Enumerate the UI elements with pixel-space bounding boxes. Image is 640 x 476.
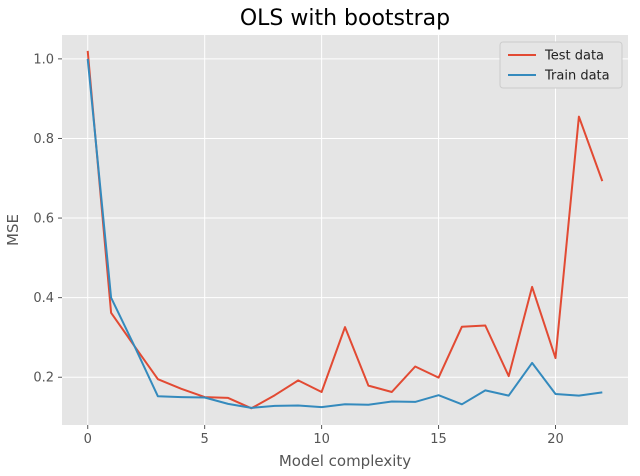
chart-title: OLS with bootstrap bbox=[240, 6, 450, 31]
legend: Test data Train data bbox=[499, 41, 623, 89]
x-tick-label: 15 bbox=[430, 432, 447, 447]
series-line-test-data bbox=[86, 50, 604, 410]
x-tick-label: 0 bbox=[84, 432, 92, 447]
x-axis-label: Model complexity bbox=[279, 452, 411, 470]
y-tick-label: 1.0 bbox=[33, 52, 54, 67]
series-layer bbox=[86, 50, 604, 410]
x-tick-label: 10 bbox=[313, 432, 330, 447]
y-tick-label: 0.8 bbox=[33, 132, 54, 147]
series-line-train-data bbox=[86, 58, 603, 409]
x-axis-ticks: 0 5 10 15 20 bbox=[84, 425, 564, 447]
y-axis-label: MSE bbox=[4, 214, 22, 246]
y-tick-label: 0.2 bbox=[33, 371, 54, 386]
y-tick-label: 0.6 bbox=[33, 212, 54, 227]
legend-label: Test data bbox=[544, 49, 604, 64]
x-tick-label: 20 bbox=[547, 432, 564, 447]
plot-area bbox=[62, 35, 628, 425]
legend-label: Train data bbox=[544, 69, 610, 84]
x-tick-label: 5 bbox=[201, 432, 209, 447]
y-axis-ticks: 0.2 0.4 0.6 0.8 1.0 bbox=[33, 52, 62, 386]
legend-box bbox=[499, 41, 623, 89]
y-tick-label: 0.4 bbox=[33, 291, 54, 306]
